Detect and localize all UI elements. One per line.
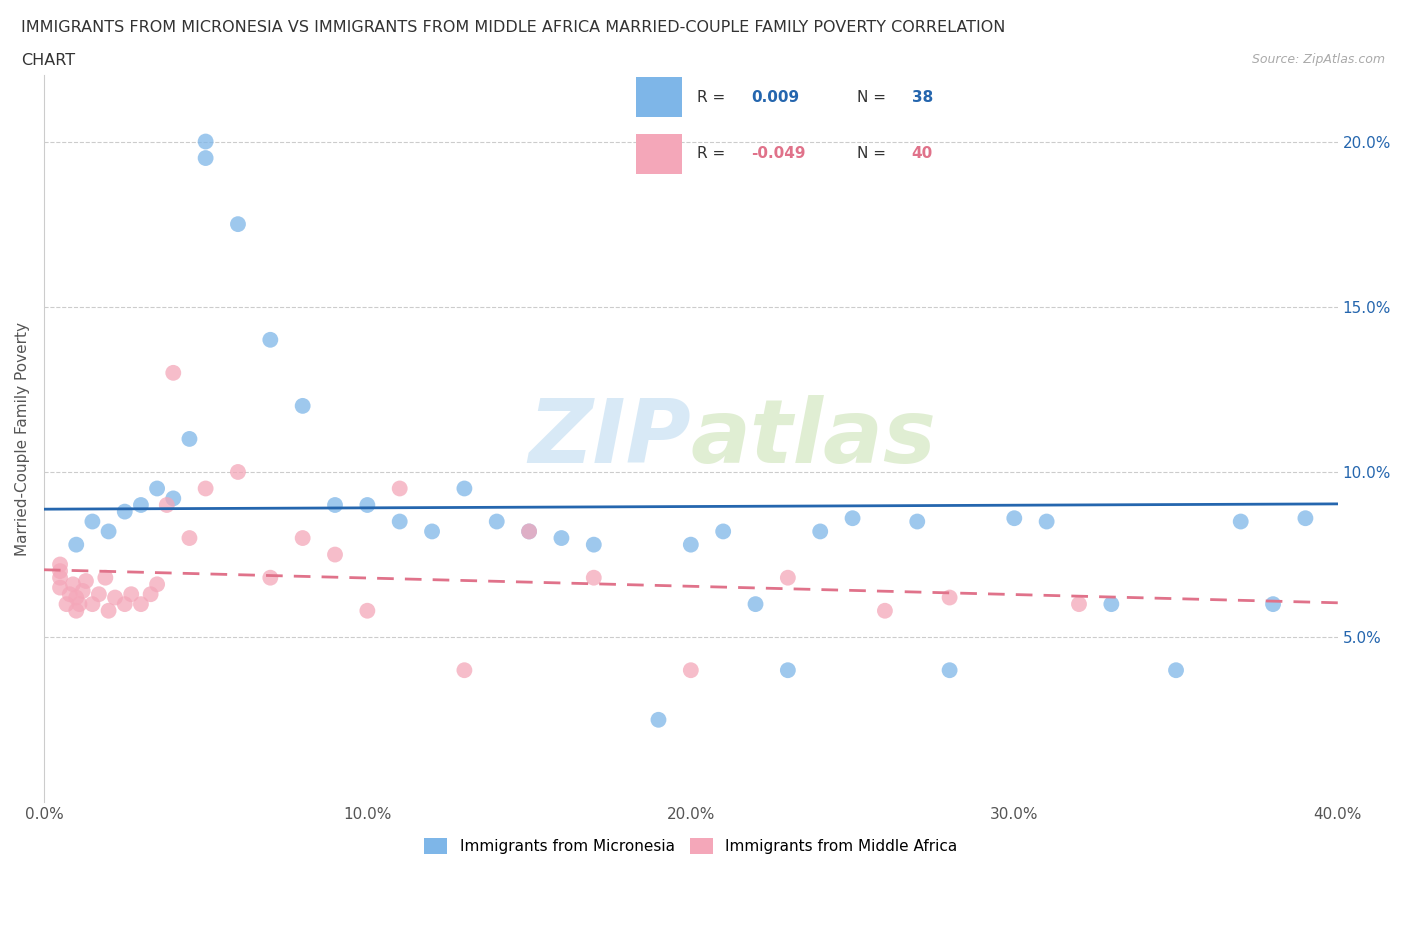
Point (226, 217, 249, 232)
Point (776, 570, 799, 585)
Point (129, 498, 152, 512)
Point (65, 604, 87, 618)
Point (420, 524, 443, 538)
Point (179, 432, 201, 446)
Point (679, 663, 702, 678)
Point (647, 712, 669, 727)
Point (1099, 597, 1122, 612)
Y-axis label: Married-Couple Family Poverty: Married-Couple Family Poverty (15, 322, 30, 556)
Point (323, 547, 346, 562)
Point (59, 587, 82, 602)
Point (49, 564, 72, 578)
Point (1261, 597, 1284, 612)
Point (194, 134, 217, 149)
Point (194, 151, 217, 166)
Text: N =: N = (858, 146, 891, 162)
Text: R =: R = (697, 146, 730, 162)
Point (1035, 514, 1057, 529)
Point (114, 597, 136, 612)
Point (291, 531, 314, 546)
Point (226, 464, 249, 479)
Text: 40: 40 (911, 146, 934, 162)
Point (104, 591, 127, 605)
Point (744, 597, 766, 612)
Text: Source: ZipAtlas.com: Source: ZipAtlas.com (1251, 53, 1385, 66)
Point (259, 332, 281, 347)
Point (938, 591, 960, 605)
Point (49, 580, 72, 595)
Point (49, 557, 72, 572)
Point (82, 514, 104, 529)
Point (1294, 511, 1316, 525)
Text: atlas: atlas (690, 395, 936, 483)
Point (323, 498, 346, 512)
Point (517, 524, 540, 538)
Point (162, 365, 184, 380)
Point (139, 587, 162, 602)
Point (156, 498, 179, 512)
Point (356, 498, 378, 512)
Point (776, 663, 799, 678)
Point (1002, 511, 1025, 525)
Point (938, 663, 960, 678)
Point (55, 597, 77, 612)
Text: ZIP: ZIP (529, 395, 690, 483)
Point (711, 524, 734, 538)
Point (388, 514, 411, 529)
Point (550, 531, 572, 546)
Point (129, 597, 152, 612)
Text: R =: R = (697, 89, 730, 105)
Point (291, 398, 314, 413)
Point (388, 481, 411, 496)
Point (69, 597, 91, 612)
Point (873, 604, 896, 618)
Point (146, 481, 169, 496)
Point (582, 538, 605, 552)
FancyBboxPatch shape (636, 77, 682, 117)
Point (1067, 597, 1090, 612)
Text: N =: N = (858, 89, 891, 105)
Text: -0.049: -0.049 (752, 146, 806, 162)
Text: CHART: CHART (21, 53, 75, 68)
Point (582, 570, 605, 585)
FancyBboxPatch shape (636, 134, 682, 174)
Point (146, 577, 169, 591)
Point (194, 481, 217, 496)
Text: IMMIGRANTS FROM MICRONESIA VS IMMIGRANTS FROM MIDDLE AFRICA MARRIED-COUPLE FAMIL: IMMIGRANTS FROM MICRONESIA VS IMMIGRANTS… (21, 20, 1005, 35)
Point (114, 504, 136, 519)
Text: 38: 38 (911, 89, 934, 105)
Point (453, 663, 475, 678)
Point (485, 514, 508, 529)
Point (82, 597, 104, 612)
Point (905, 514, 928, 529)
Point (120, 587, 142, 602)
Point (62, 577, 84, 591)
Point (87, 587, 110, 602)
Point (1229, 514, 1251, 529)
Point (72, 583, 94, 598)
Point (75, 574, 97, 589)
Point (517, 524, 540, 538)
Point (49, 570, 72, 585)
Point (97, 524, 120, 538)
Point (179, 531, 201, 546)
Point (841, 511, 863, 525)
Legend: Immigrants from Micronesia, Immigrants from Middle Africa: Immigrants from Micronesia, Immigrants f… (419, 832, 963, 860)
Point (1164, 663, 1187, 678)
Point (97, 604, 120, 618)
Point (65, 538, 87, 552)
Point (259, 570, 281, 585)
Point (65, 591, 87, 605)
Point (94, 570, 117, 585)
Point (162, 491, 184, 506)
Point (453, 481, 475, 496)
Text: 0.009: 0.009 (752, 89, 800, 105)
Point (679, 538, 702, 552)
Point (356, 604, 378, 618)
Point (808, 524, 831, 538)
